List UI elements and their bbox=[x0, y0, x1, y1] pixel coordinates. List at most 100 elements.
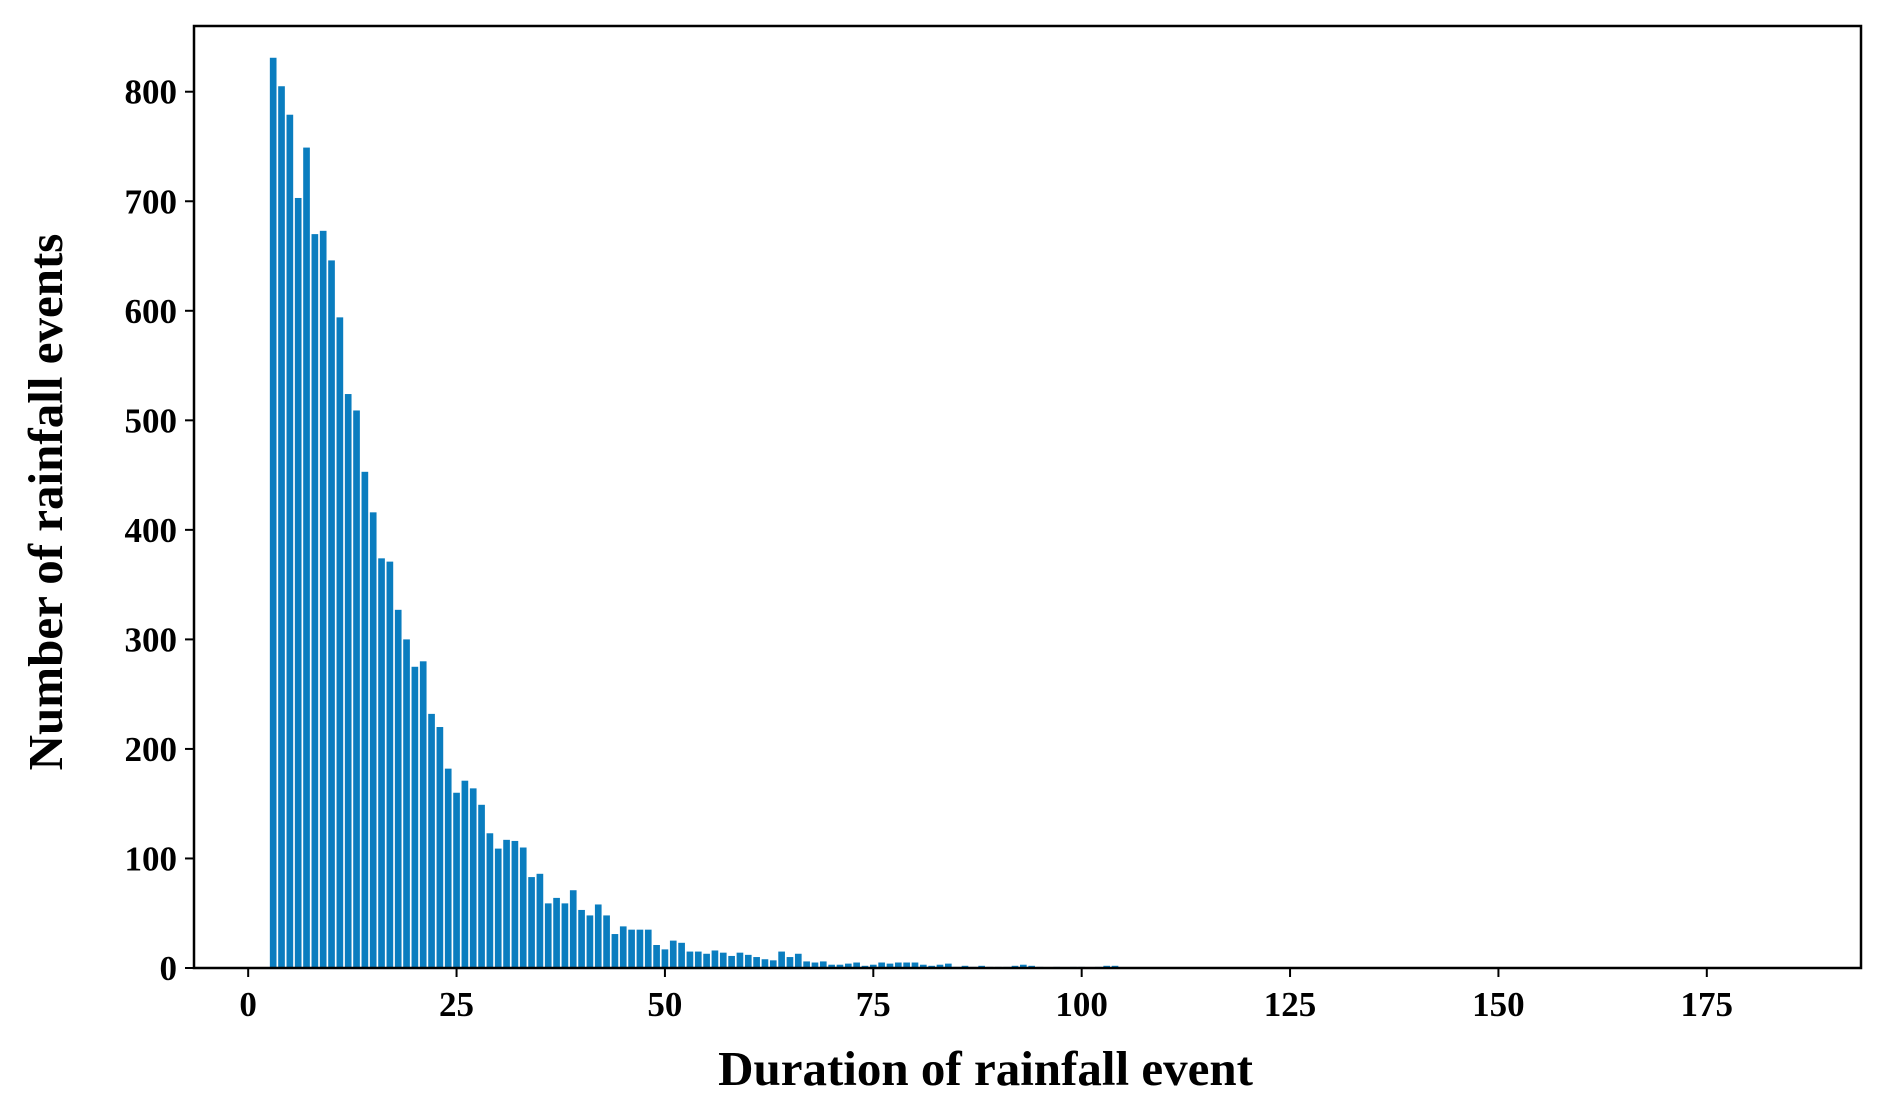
bar-duration-4 bbox=[278, 86, 285, 968]
bar-duration-23 bbox=[436, 727, 444, 968]
bar-duration-22 bbox=[428, 713, 435, 968]
bar-duration-70 bbox=[828, 964, 835, 968]
bar-duration-17 bbox=[386, 561, 394, 968]
x-tick-label: 100 bbox=[1055, 985, 1108, 1024]
bar-duration-69 bbox=[819, 961, 827, 968]
bar-duration-16 bbox=[378, 558, 385, 968]
bar-duration-62 bbox=[761, 959, 769, 968]
bar-duration-77 bbox=[886, 963, 894, 968]
bar-duration-11 bbox=[336, 317, 344, 968]
y-tick-label: 0 bbox=[160, 949, 178, 988]
bar-duration-15 bbox=[369, 512, 377, 968]
y-tick-label: 500 bbox=[125, 401, 178, 440]
bar-duration-34 bbox=[528, 877, 535, 968]
bar-duration-60 bbox=[744, 954, 752, 968]
bar-duration-65 bbox=[786, 957, 794, 968]
bar-duration-24 bbox=[444, 768, 452, 968]
bar-duration-35 bbox=[536, 873, 544, 968]
bar-duration-48 bbox=[644, 929, 652, 968]
y-tick-label: 700 bbox=[125, 182, 178, 221]
y-tick-label: 200 bbox=[125, 730, 178, 769]
bar-duration-79 bbox=[903, 962, 910, 968]
bar-duration-29 bbox=[486, 833, 494, 968]
x-tick-label: 0 bbox=[239, 985, 257, 1024]
y-tick-label: 300 bbox=[125, 620, 178, 659]
y-tick-label: 400 bbox=[125, 511, 178, 550]
bar-duration-57 bbox=[719, 952, 727, 968]
bar-duration-5 bbox=[286, 114, 294, 968]
y-axis-label: Number of rainfall events bbox=[18, 234, 73, 771]
bar-duration-63 bbox=[769, 960, 777, 968]
bars-layer bbox=[269, 57, 1119, 969]
bar-duration-13 bbox=[353, 410, 360, 969]
bar-duration-41 bbox=[586, 915, 594, 968]
bar-duration-28 bbox=[478, 804, 485, 968]
bar-duration-42 bbox=[594, 904, 602, 968]
bar-duration-61 bbox=[753, 957, 760, 968]
bar-duration-45 bbox=[619, 926, 627, 968]
bar-duration-51 bbox=[669, 940, 677, 968]
bar-duration-19 bbox=[403, 639, 410, 968]
x-tick-label: 125 bbox=[1264, 985, 1317, 1024]
bar-duration-54 bbox=[694, 951, 702, 968]
bar-duration-50 bbox=[661, 949, 669, 968]
bar-duration-93 bbox=[1019, 964, 1027, 968]
y-tick-label: 600 bbox=[125, 292, 178, 331]
bar-duration-71 bbox=[836, 964, 844, 968]
bar-duration-80 bbox=[911, 962, 919, 968]
bar-duration-59 bbox=[736, 952, 744, 968]
bar-duration-56 bbox=[711, 950, 719, 968]
bar-duration-49 bbox=[653, 944, 660, 968]
y-tick-label: 100 bbox=[125, 839, 178, 878]
bar-duration-38 bbox=[561, 903, 569, 968]
x-tick-label: 25 bbox=[439, 985, 474, 1024]
bar-duration-75 bbox=[869, 964, 877, 968]
bar-duration-55 bbox=[703, 953, 710, 968]
bar-duration-58 bbox=[728, 955, 735, 968]
x-tick-label: 150 bbox=[1472, 985, 1525, 1024]
bar-duration-44 bbox=[611, 934, 619, 968]
bar-duration-7 bbox=[303, 147, 310, 968]
bar-duration-76 bbox=[878, 962, 885, 968]
bar-duration-52 bbox=[678, 942, 685, 968]
bar-duration-21 bbox=[419, 661, 427, 968]
bar-duration-18 bbox=[394, 609, 402, 968]
bar-duration-26 bbox=[461, 780, 469, 968]
bar-duration-10 bbox=[328, 260, 335, 968]
y-tick-label: 800 bbox=[125, 73, 178, 112]
bar-duration-67 bbox=[803, 961, 810, 968]
bar-duration-68 bbox=[811, 962, 819, 968]
bar-duration-8 bbox=[311, 234, 319, 968]
bar-duration-6 bbox=[294, 197, 302, 968]
bar-duration-64 bbox=[778, 951, 785, 968]
bar-duration-33 bbox=[519, 847, 527, 968]
bar-duration-81 bbox=[919, 964, 927, 968]
bar-duration-25 bbox=[453, 792, 460, 968]
x-tick-label: 50 bbox=[647, 985, 682, 1024]
bar-duration-27 bbox=[469, 788, 477, 968]
bar-duration-31 bbox=[503, 839, 510, 968]
bar-duration-46 bbox=[628, 929, 635, 968]
x-tick-label: 75 bbox=[856, 985, 891, 1024]
bar-duration-43 bbox=[603, 915, 610, 968]
bar-duration-84 bbox=[944, 963, 952, 968]
bar-duration-39 bbox=[569, 890, 577, 968]
bar-duration-72 bbox=[844, 963, 852, 968]
x-ticks: 0 25 50 75 100 125 150 175 bbox=[239, 968, 1733, 1024]
bar-duration-12 bbox=[344, 394, 352, 968]
bar-duration-9 bbox=[319, 230, 327, 969]
bar-duration-32 bbox=[511, 840, 519, 968]
bar-duration-36 bbox=[544, 903, 552, 968]
bar-duration-20 bbox=[411, 666, 419, 968]
bar-duration-78 bbox=[894, 962, 902, 968]
bar-duration-66 bbox=[794, 953, 802, 968]
bar-duration-73 bbox=[853, 962, 860, 968]
plot-frame bbox=[192, 24, 1863, 970]
bar-duration-83 bbox=[936, 964, 944, 968]
bar-duration-3 bbox=[269, 57, 277, 968]
x-tick-label: 175 bbox=[1681, 985, 1734, 1024]
bar-duration-37 bbox=[553, 897, 560, 968]
bar-duration-47 bbox=[636, 929, 644, 968]
